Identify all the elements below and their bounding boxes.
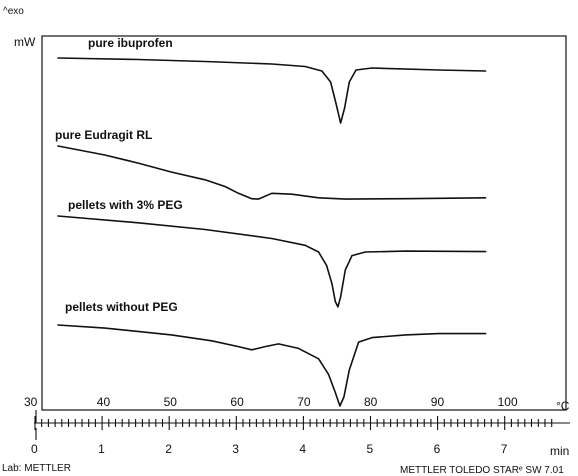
curve-1 — [57, 145, 487, 200]
curve-3 — [57, 324, 487, 407]
time-tick-label: 3 — [232, 442, 239, 456]
temperature-tick-label: 70 — [297, 395, 311, 409]
time-tick-label: 1 — [98, 442, 105, 456]
series-label-3: pellets without PEG — [65, 300, 178, 314]
y-unit-label: ^exo — [3, 6, 24, 17]
time-tick-label: 0 — [31, 442, 38, 456]
time-tick-label: 4 — [299, 442, 306, 456]
temperature-tick-label: 90 — [431, 395, 445, 409]
time-tick-label: 5 — [367, 442, 374, 456]
plot-frame — [41, 35, 567, 411]
temperature-axis: 30 40 50 60 70 80 90 100 — [24, 395, 518, 409]
temperature-tick-label: 80 — [364, 395, 378, 409]
temperature-tick-label: 100 — [498, 395, 518, 409]
temperature-tick-label: 60 — [230, 395, 244, 409]
lab-label: Lab: METTLER — [2, 463, 71, 474]
time-tick-label: 2 — [165, 442, 172, 456]
temperature-tick-label: 50 — [164, 395, 178, 409]
curve-0 — [57, 57, 487, 124]
software-label: METTLER TOLEDO STARᵉ SW 7.01 — [400, 465, 564, 476]
temperature-unit: °C — [556, 399, 570, 413]
series-label-1: pure Eudragit RL — [55, 128, 152, 142]
series-label-0: pure ibuprofen — [88, 36, 173, 50]
temperature-tick-label: 40 — [97, 395, 111, 409]
curve-2 — [57, 215, 487, 308]
temperature-tick-label: 30 — [24, 395, 38, 409]
y-axis-unit: mW — [14, 35, 36, 49]
time-tick-label: 7 — [501, 442, 508, 456]
series-label-2: pellets with 3% PEG — [68, 198, 183, 212]
time-tick-label: 6 — [434, 442, 441, 456]
curves-group — [57, 57, 487, 407]
time-unit: min — [550, 444, 569, 458]
time-axis: 0 1 2 3 4 5 6 7 — [31, 416, 553, 456]
